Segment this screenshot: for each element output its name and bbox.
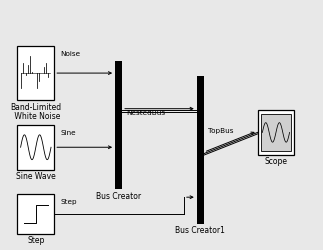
Text: Band-Limited
 White Noise: Band-Limited White Noise: [10, 103, 61, 122]
Bar: [197, 76, 204, 224]
FancyBboxPatch shape: [17, 46, 54, 100]
FancyBboxPatch shape: [257, 110, 294, 155]
FancyBboxPatch shape: [261, 114, 291, 151]
Text: Sine: Sine: [61, 130, 76, 136]
Text: Scope: Scope: [265, 157, 287, 166]
Text: Sine Wave: Sine Wave: [16, 172, 56, 181]
Text: NestedBus: NestedBus: [126, 110, 165, 116]
Text: Bus Creator1: Bus Creator1: [175, 226, 225, 235]
Text: TopBus: TopBus: [208, 128, 234, 134]
Text: Step: Step: [27, 236, 45, 245]
FancyBboxPatch shape: [17, 194, 54, 234]
FancyBboxPatch shape: [17, 125, 54, 170]
Bar: [115, 61, 122, 189]
Text: Step: Step: [61, 199, 77, 205]
Text: Noise: Noise: [61, 51, 81, 57]
Text: Bus Creator: Bus Creator: [96, 192, 141, 201]
